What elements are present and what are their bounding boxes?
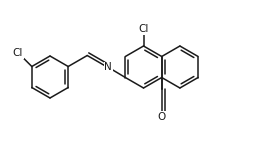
Text: N: N: [105, 62, 112, 72]
Text: O: O: [158, 112, 166, 122]
Text: Cl: Cl: [13, 48, 23, 58]
Text: Cl: Cl: [138, 24, 149, 34]
